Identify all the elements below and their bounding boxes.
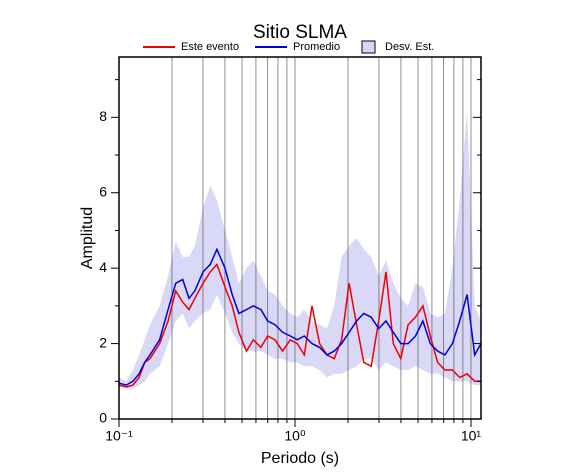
y-tick-label: 0 [99,410,107,426]
series-line [118,262,481,388]
y-tick-label: 8 [99,108,107,124]
x-axis-label: Periodo (s) [261,450,339,467]
y-axis-label: Amplitud [79,207,96,269]
y-tick-label: 4 [99,259,107,275]
plot-frame [118,56,482,420]
series-line [118,247,482,386]
x-tick-label: 10⁻¹ [105,428,133,444]
x-tick-label: 10¹ [461,428,482,444]
legend-label: Este evento [181,41,239,53]
chart-title: Sitio SLMA [253,22,347,43]
y-tick-label: 6 [99,183,107,199]
legend-label: Desv. Est. [385,41,434,53]
legend-swatch [361,40,376,54]
y-tick-label: 2 [99,334,107,350]
x-tick-label: 10⁰ [284,428,306,444]
legend-label: Promedio [293,41,340,53]
